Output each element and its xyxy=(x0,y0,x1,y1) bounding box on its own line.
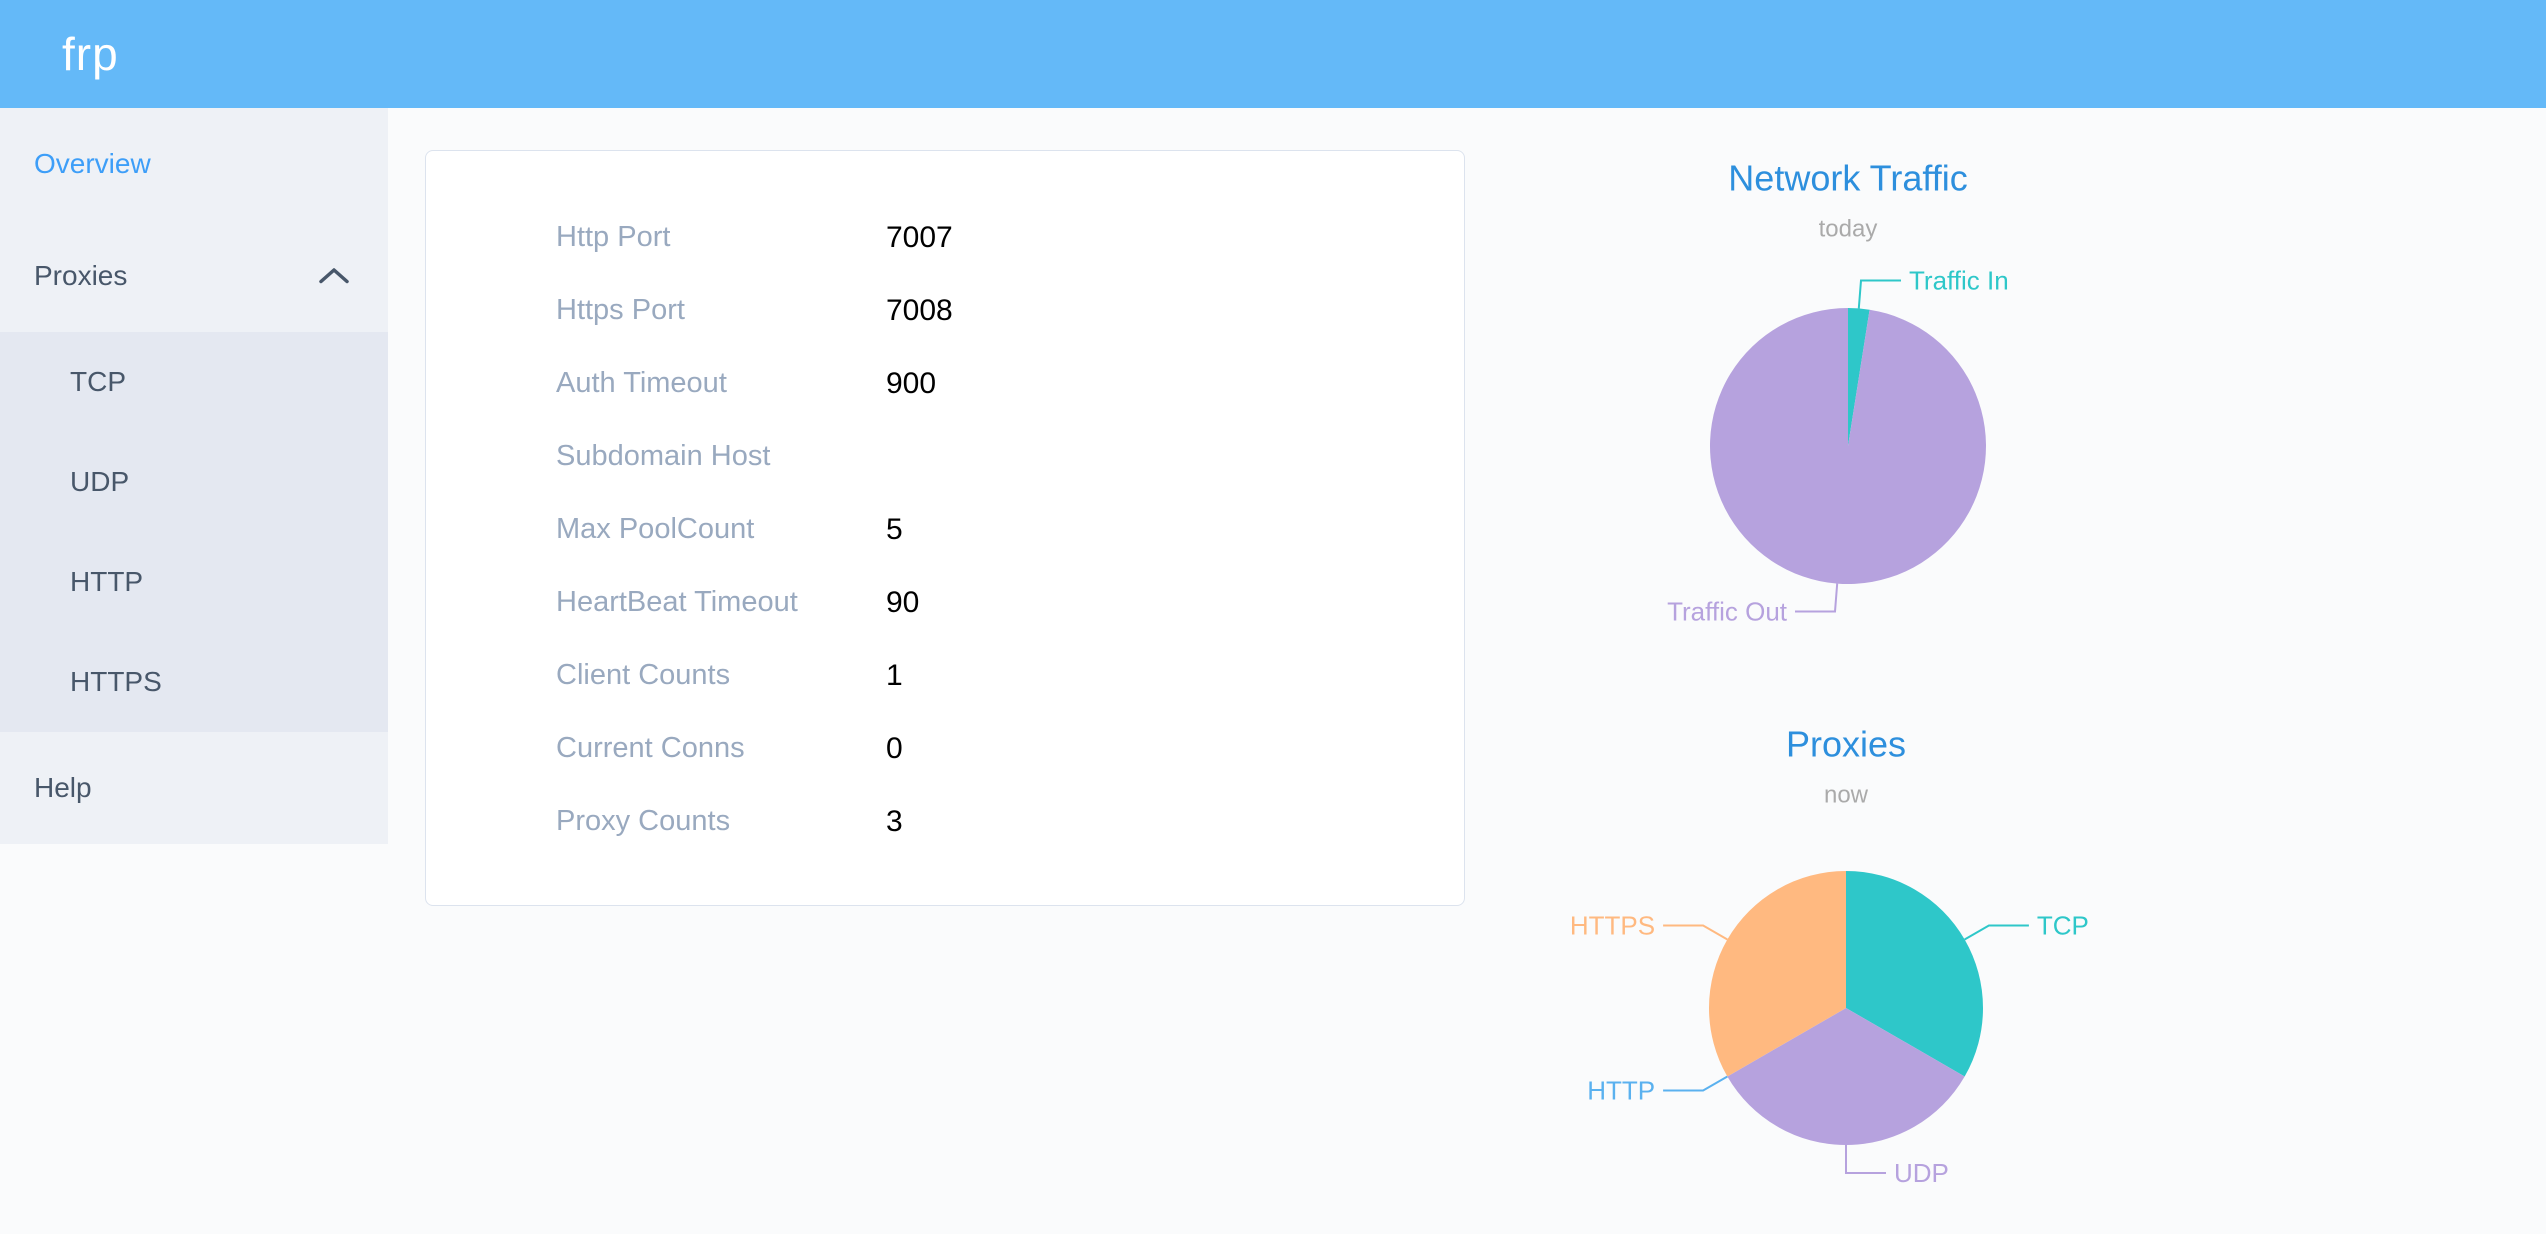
pie-label-traffic-in: Traffic In xyxy=(1909,266,2009,296)
config-row: Http Port 7007 xyxy=(426,201,1464,274)
config-label: Current Conns xyxy=(556,732,745,764)
pie-label-tcp: TCP xyxy=(2037,911,2089,941)
config-value: 1 xyxy=(886,658,903,692)
sidebar-item-label: HTTP xyxy=(70,566,144,597)
pie-label-line-traffic-out xyxy=(1795,583,1839,613)
chart-subtitle: today xyxy=(1819,216,1878,243)
pie-label-http: HTTP xyxy=(1587,1076,1655,1106)
pie-label-line-tcp xyxy=(1964,924,2029,941)
pie-slice-https[interactable] xyxy=(1708,871,1846,1077)
pie-label-line-http xyxy=(1663,1075,1728,1092)
config-value: 5 xyxy=(886,512,903,546)
pie-label-traffic-out: Traffic Out xyxy=(1667,597,1788,627)
config-row: Client Counts 1 xyxy=(426,639,1464,712)
chart-title: Network Traffic xyxy=(1728,158,1967,199)
chart-subtitle: now xyxy=(1824,782,1869,809)
sidebar-item-label: Overview xyxy=(34,148,151,179)
sidebar-item-overview[interactable]: Overview xyxy=(0,108,388,220)
config-value: 7008 xyxy=(886,293,953,327)
sidebar-item-http[interactable]: HTTP xyxy=(0,532,388,632)
config-row: Subdomain Host xyxy=(426,420,1464,493)
sidebar-item-label: UDP xyxy=(70,466,130,497)
config-label: Client Counts xyxy=(556,659,731,691)
app-header: frp xyxy=(0,0,2546,108)
config-value: 900 xyxy=(886,366,937,400)
pie-label-https: HTTPS xyxy=(1570,911,1655,941)
config-value: 0 xyxy=(886,731,903,765)
config-value: 90 xyxy=(886,585,920,619)
pie-slice-traffic-out[interactable] xyxy=(1709,308,1986,584)
pie-label-udp: UDP xyxy=(1894,1158,1949,1188)
sidebar: Overview Proxies TCP UDP HTTP HTTPS Help xyxy=(0,108,388,844)
config-label: Auth Timeout xyxy=(556,367,727,399)
config-label: Subdomain Host xyxy=(556,440,771,472)
config-row: Max PoolCount 5 xyxy=(426,493,1464,566)
config-row: Https Port 7008 xyxy=(426,274,1464,347)
chart-title: Proxies xyxy=(1786,724,1906,765)
sidebar-item-label: TCP xyxy=(70,366,126,397)
sidebar-item-label: HTTPS xyxy=(70,666,162,697)
config-label: Https Port xyxy=(556,294,685,326)
pie-label-line-traffic-in xyxy=(1857,279,1901,309)
config-value: 3 xyxy=(886,804,903,838)
proxies-chart: Proxies now TCP UDP HTTP HTTPS xyxy=(1570,724,2089,1189)
server-config-card: Http Port 7007 Https Port 7008 Auth Timeou… xyxy=(425,150,1465,906)
proxies-submenu: TCP UDP HTTP HTTPS xyxy=(0,332,388,732)
config-label: HeartBeat Timeout xyxy=(556,586,798,618)
sidebar-item-help[interactable]: Help xyxy=(0,732,388,844)
pie-slice-tcp[interactable] xyxy=(1846,871,1984,1077)
sidebar-item-udp[interactable]: UDP xyxy=(0,432,388,532)
pie-slice-traffic-in[interactable] xyxy=(1848,308,1870,446)
network-traffic-chart: Network Traffic today Traffic In Traffic Ou… xyxy=(1667,158,2009,627)
pie-label-line-https xyxy=(1663,924,1728,941)
sidebar-item-label: Proxies xyxy=(34,260,128,291)
config-label: Max PoolCount xyxy=(556,513,755,545)
config-row: Proxy Counts 3 xyxy=(426,785,1464,858)
pie-slice-udp[interactable] xyxy=(1727,1008,1965,1146)
config-value: 7007 xyxy=(886,220,953,254)
sidebar-item-label: Help xyxy=(34,772,92,803)
config-row: Current Conns 0 xyxy=(426,712,1464,785)
pie-label-line-udp xyxy=(1845,1145,1886,1174)
app-logo: frp xyxy=(62,28,119,80)
chevron-up-icon xyxy=(318,220,350,332)
sidebar-item-proxies[interactable]: Proxies xyxy=(0,220,388,332)
config-row: HeartBeat Timeout 90 xyxy=(426,566,1464,639)
sidebar-item-tcp[interactable]: TCP xyxy=(0,332,388,432)
config-label: Http Port xyxy=(556,221,671,253)
config-row: Auth Timeout 900 xyxy=(426,347,1464,420)
config-label: Proxy Counts xyxy=(556,805,731,837)
sidebar-item-https[interactable]: HTTPS xyxy=(0,632,388,732)
